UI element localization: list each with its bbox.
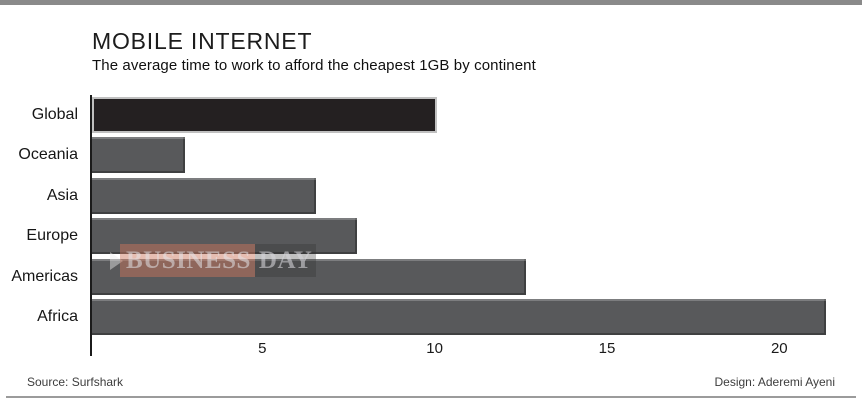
bar-row: Americas [0, 258, 862, 295]
bar-row: Asia [0, 177, 862, 214]
category-label: Africa [37, 308, 78, 325]
bar-europe [92, 218, 358, 255]
bar-oceania [92, 137, 186, 174]
bar-global [92, 97, 437, 133]
bar-row: Oceania [0, 137, 862, 174]
chart-title: MOBILE INTERNET [92, 28, 313, 54]
chart-subtitle: The average time to work to afford the c… [92, 57, 536, 74]
category-label: Global [31, 106, 78, 123]
x-tick-label: 15 [598, 340, 616, 357]
x-tick-label: 5 [258, 340, 267, 357]
bar-africa [92, 299, 827, 335]
bottom-rule [6, 396, 856, 398]
bar-row: Global [0, 97, 862, 133]
source-credit: Source: Surfshark [27, 375, 124, 389]
top-strip [0, 0, 862, 5]
bar-row: Africa [0, 299, 862, 335]
category-label: Europe [26, 227, 78, 245]
bar-asia [92, 177, 317, 214]
category-label: Americas [11, 267, 78, 285]
category-label: Asia [46, 186, 78, 204]
x-tick-label: 20 [770, 340, 788, 357]
bar-americas [92, 258, 527, 295]
bar-row: Europe [0, 218, 862, 255]
design-credit: Design: Aderemi Ayeni [714, 375, 835, 389]
y-axis-line [90, 95, 92, 356]
category-label: Oceania [18, 146, 78, 164]
x-tick-label: 10 [426, 340, 443, 357]
